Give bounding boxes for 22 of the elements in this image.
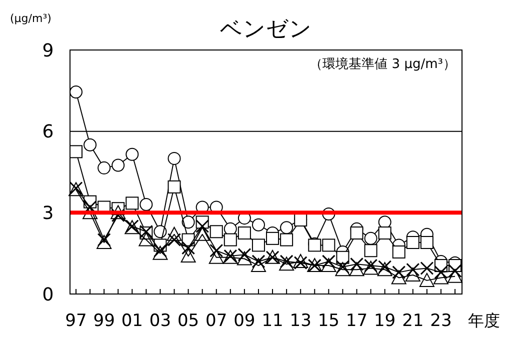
x-tick-label: 15 xyxy=(318,311,340,331)
x-tick-label: 17 xyxy=(346,311,368,331)
chart-title: ベンゼン xyxy=(220,17,312,42)
annotation: （環境基準値 3 μg/m³） xyxy=(310,56,456,72)
y-tick-label: 0 xyxy=(42,284,54,306)
x-tick-label: 11 xyxy=(262,311,284,331)
x-tick-label: 13 xyxy=(290,311,312,331)
x-tick-label: 19 xyxy=(374,311,396,331)
x-tick-label: 23 xyxy=(430,311,452,331)
x-tick-label: 97 xyxy=(65,311,87,331)
x-tick-label: 05 xyxy=(177,311,200,331)
x-tick-label: 07 xyxy=(206,311,228,331)
y-tick-label: 3 xyxy=(42,202,54,224)
x-tick-label: 21 xyxy=(402,311,424,331)
x-tick-label: 09 xyxy=(234,311,256,331)
x-tick-label: 01 xyxy=(121,311,143,331)
x-tick-label: 99 xyxy=(93,311,115,331)
y-tick-label: 9 xyxy=(42,40,54,62)
x-axis-title: 年度 xyxy=(468,311,500,330)
y-tick-label: 6 xyxy=(42,122,54,143)
y-axis-title: (μg/m³) xyxy=(10,12,52,25)
x-tick-label: 03 xyxy=(149,311,172,331)
